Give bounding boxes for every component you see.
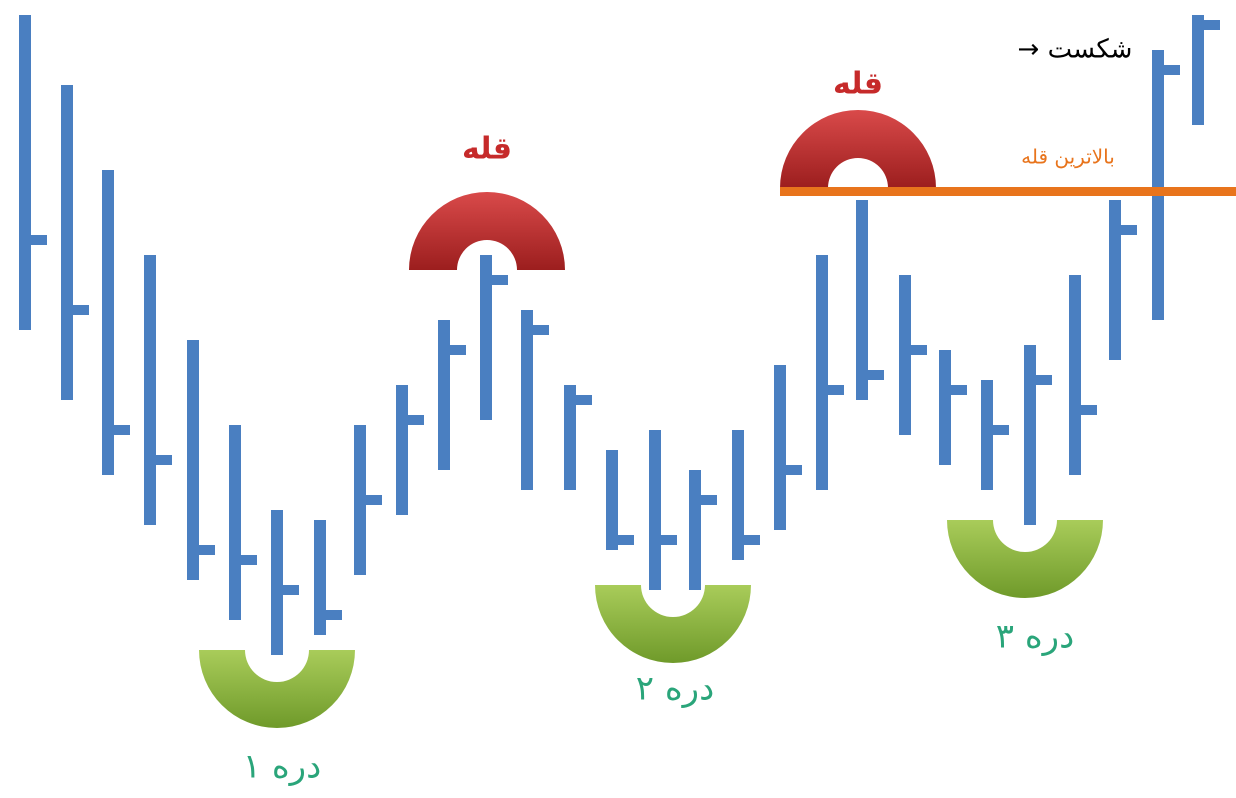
valley-label: دره ۲	[636, 669, 714, 709]
price-bar	[19, 15, 31, 330]
close-tick	[492, 275, 508, 285]
close-tick	[450, 345, 466, 355]
peak-label: قله	[833, 67, 883, 102]
close-tick	[31, 235, 47, 245]
price-bar	[939, 350, 951, 465]
close-tick	[744, 535, 760, 545]
valley-label: دره ۳	[996, 617, 1074, 657]
price-bar	[689, 470, 701, 590]
price-bar	[144, 255, 156, 525]
close-tick	[1204, 20, 1220, 30]
price-bar	[480, 255, 492, 420]
close-tick	[73, 305, 89, 315]
price-bar	[229, 425, 241, 620]
price-bar	[1024, 345, 1036, 525]
close-tick	[993, 425, 1009, 435]
close-tick	[241, 555, 257, 565]
price-bar	[564, 385, 576, 490]
close-tick	[661, 535, 677, 545]
close-tick	[786, 465, 802, 475]
close-tick	[199, 545, 215, 555]
price-bar	[649, 430, 661, 590]
price-bars	[19, 15, 1220, 655]
price-bar	[732, 430, 744, 560]
valley-label: دره ۱	[243, 747, 321, 787]
resistance-line	[780, 187, 1236, 196]
price-bar	[606, 450, 618, 550]
price-bar	[1109, 200, 1121, 360]
close-tick	[283, 585, 299, 595]
price-bar	[61, 85, 73, 400]
close-tick	[1164, 65, 1180, 75]
price-bar	[774, 365, 786, 530]
close-tick	[951, 385, 967, 395]
peak-label: قله	[462, 132, 512, 167]
close-tick	[408, 415, 424, 425]
price-bar	[521, 310, 533, 490]
price-bar	[314, 520, 326, 635]
valley-arc	[199, 650, 355, 728]
close-tick	[701, 495, 717, 505]
close-tick	[1081, 405, 1097, 415]
close-tick	[618, 535, 634, 545]
price-bar	[187, 340, 199, 580]
close-tick	[114, 425, 130, 435]
close-tick	[868, 370, 884, 380]
price-bar	[816, 255, 828, 490]
price-bar	[438, 320, 450, 470]
peak-arc	[409, 192, 565, 270]
close-tick	[366, 495, 382, 505]
price-bar	[1192, 15, 1204, 125]
highest-peak-label: بالاترین قله	[1021, 145, 1115, 169]
close-tick	[326, 610, 342, 620]
close-tick	[533, 325, 549, 335]
breakout-label: → شکست	[1018, 35, 1133, 65]
price-bar	[1152, 50, 1164, 320]
price-bar	[271, 510, 283, 655]
peak-arc	[780, 110, 936, 188]
price-bar	[102, 170, 114, 475]
valley-arc	[595, 585, 751, 663]
price-bar	[1069, 275, 1081, 475]
price-bar	[396, 385, 408, 515]
price-bar	[856, 200, 868, 400]
close-tick	[911, 345, 927, 355]
close-tick	[1036, 375, 1052, 385]
valley-arc	[947, 520, 1103, 598]
close-tick	[1121, 225, 1137, 235]
price-bar	[981, 380, 993, 490]
price-bar	[354, 425, 366, 575]
close-tick	[576, 395, 592, 405]
price-bar	[899, 275, 911, 435]
close-tick	[828, 385, 844, 395]
close-tick	[156, 455, 172, 465]
